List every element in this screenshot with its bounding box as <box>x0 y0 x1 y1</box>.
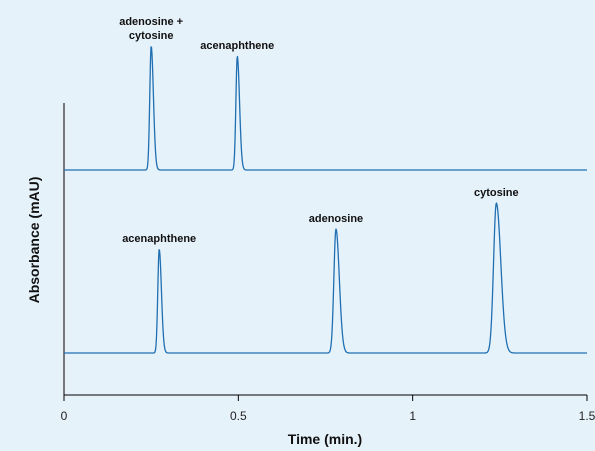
peak-label: acenaphthene <box>200 40 274 52</box>
x-tick-group: 0 0.5 1 1.5 <box>61 395 595 423</box>
peak-label: cytosine <box>129 30 174 42</box>
peak-label: cytosine <box>474 187 519 199</box>
x-tick-label: 1 <box>409 409 416 423</box>
x-tick-label: 1.5 <box>579 409 595 423</box>
trace-line-1 <box>63 46 588 171</box>
peak-label-group: adenosine + cytosine acenaphthene acenaphth… <box>119 16 518 245</box>
y-axis-title: Absorbance (mAU) <box>26 177 42 304</box>
x-axis-title: Time (min.) <box>288 431 362 447</box>
x-tick-label: 0 <box>61 409 68 423</box>
peak-label: acenaphthene <box>122 233 196 245</box>
peak-label: adenosine <box>309 213 363 225</box>
trace-group <box>63 46 588 354</box>
x-tick-label: 0.5 <box>230 409 247 423</box>
trace-line-2 <box>63 202 588 354</box>
peak-label: adenosine + <box>119 16 183 28</box>
